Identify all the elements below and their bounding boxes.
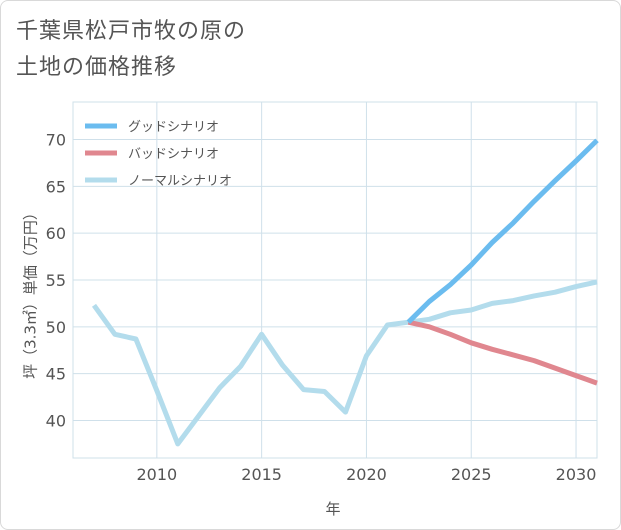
legend-label-0: グッドシナリオ <box>128 120 219 135</box>
y-tick-label-70: 70 <box>46 130 66 149</box>
x-tick-label-2020: 2020 <box>346 465 387 484</box>
tick-labels: 2010 2015 2020 2025 2030 40 45 50 55 60 65 70 <box>46 130 597 484</box>
series-line-1 <box>407 319 598 386</box>
x-axis-label: 年 <box>325 500 340 518</box>
y-tick-label-50: 50 <box>46 318 66 337</box>
x-tick-label-2025: 2025 <box>451 465 492 484</box>
y-tick-label-55: 55 <box>46 271 66 290</box>
series-lines <box>91 138 599 447</box>
y-tick-label-45: 45 <box>46 365 66 384</box>
y-axis-label: 坪（3.3㎡）単価（万円） <box>21 205 39 379</box>
x-tick-label-2030: 2030 <box>556 465 597 484</box>
x-tick-label-2015: 2015 <box>241 465 282 484</box>
y-tick-label-60: 60 <box>46 224 66 243</box>
page-title: 千葉県松戸市牧の原の 土地の価格推移 <box>16 14 246 86</box>
x-tick-label-2010: 2010 <box>136 465 177 484</box>
series-line-2 <box>91 279 598 447</box>
title-line-2: 土地の価格推移 <box>16 55 178 80</box>
y-tick-label-65: 65 <box>46 177 66 196</box>
series-line-0 <box>406 138 599 324</box>
grid-lines <box>72 101 598 459</box>
y-tick-label-40: 40 <box>46 412 66 431</box>
title-line-1: 千葉県松戸市牧の原の <box>16 19 247 44</box>
legend-label-2: ノーマルシナリオ <box>128 174 232 189</box>
legend-label-1: バッドシナリオ <box>128 147 219 162</box>
